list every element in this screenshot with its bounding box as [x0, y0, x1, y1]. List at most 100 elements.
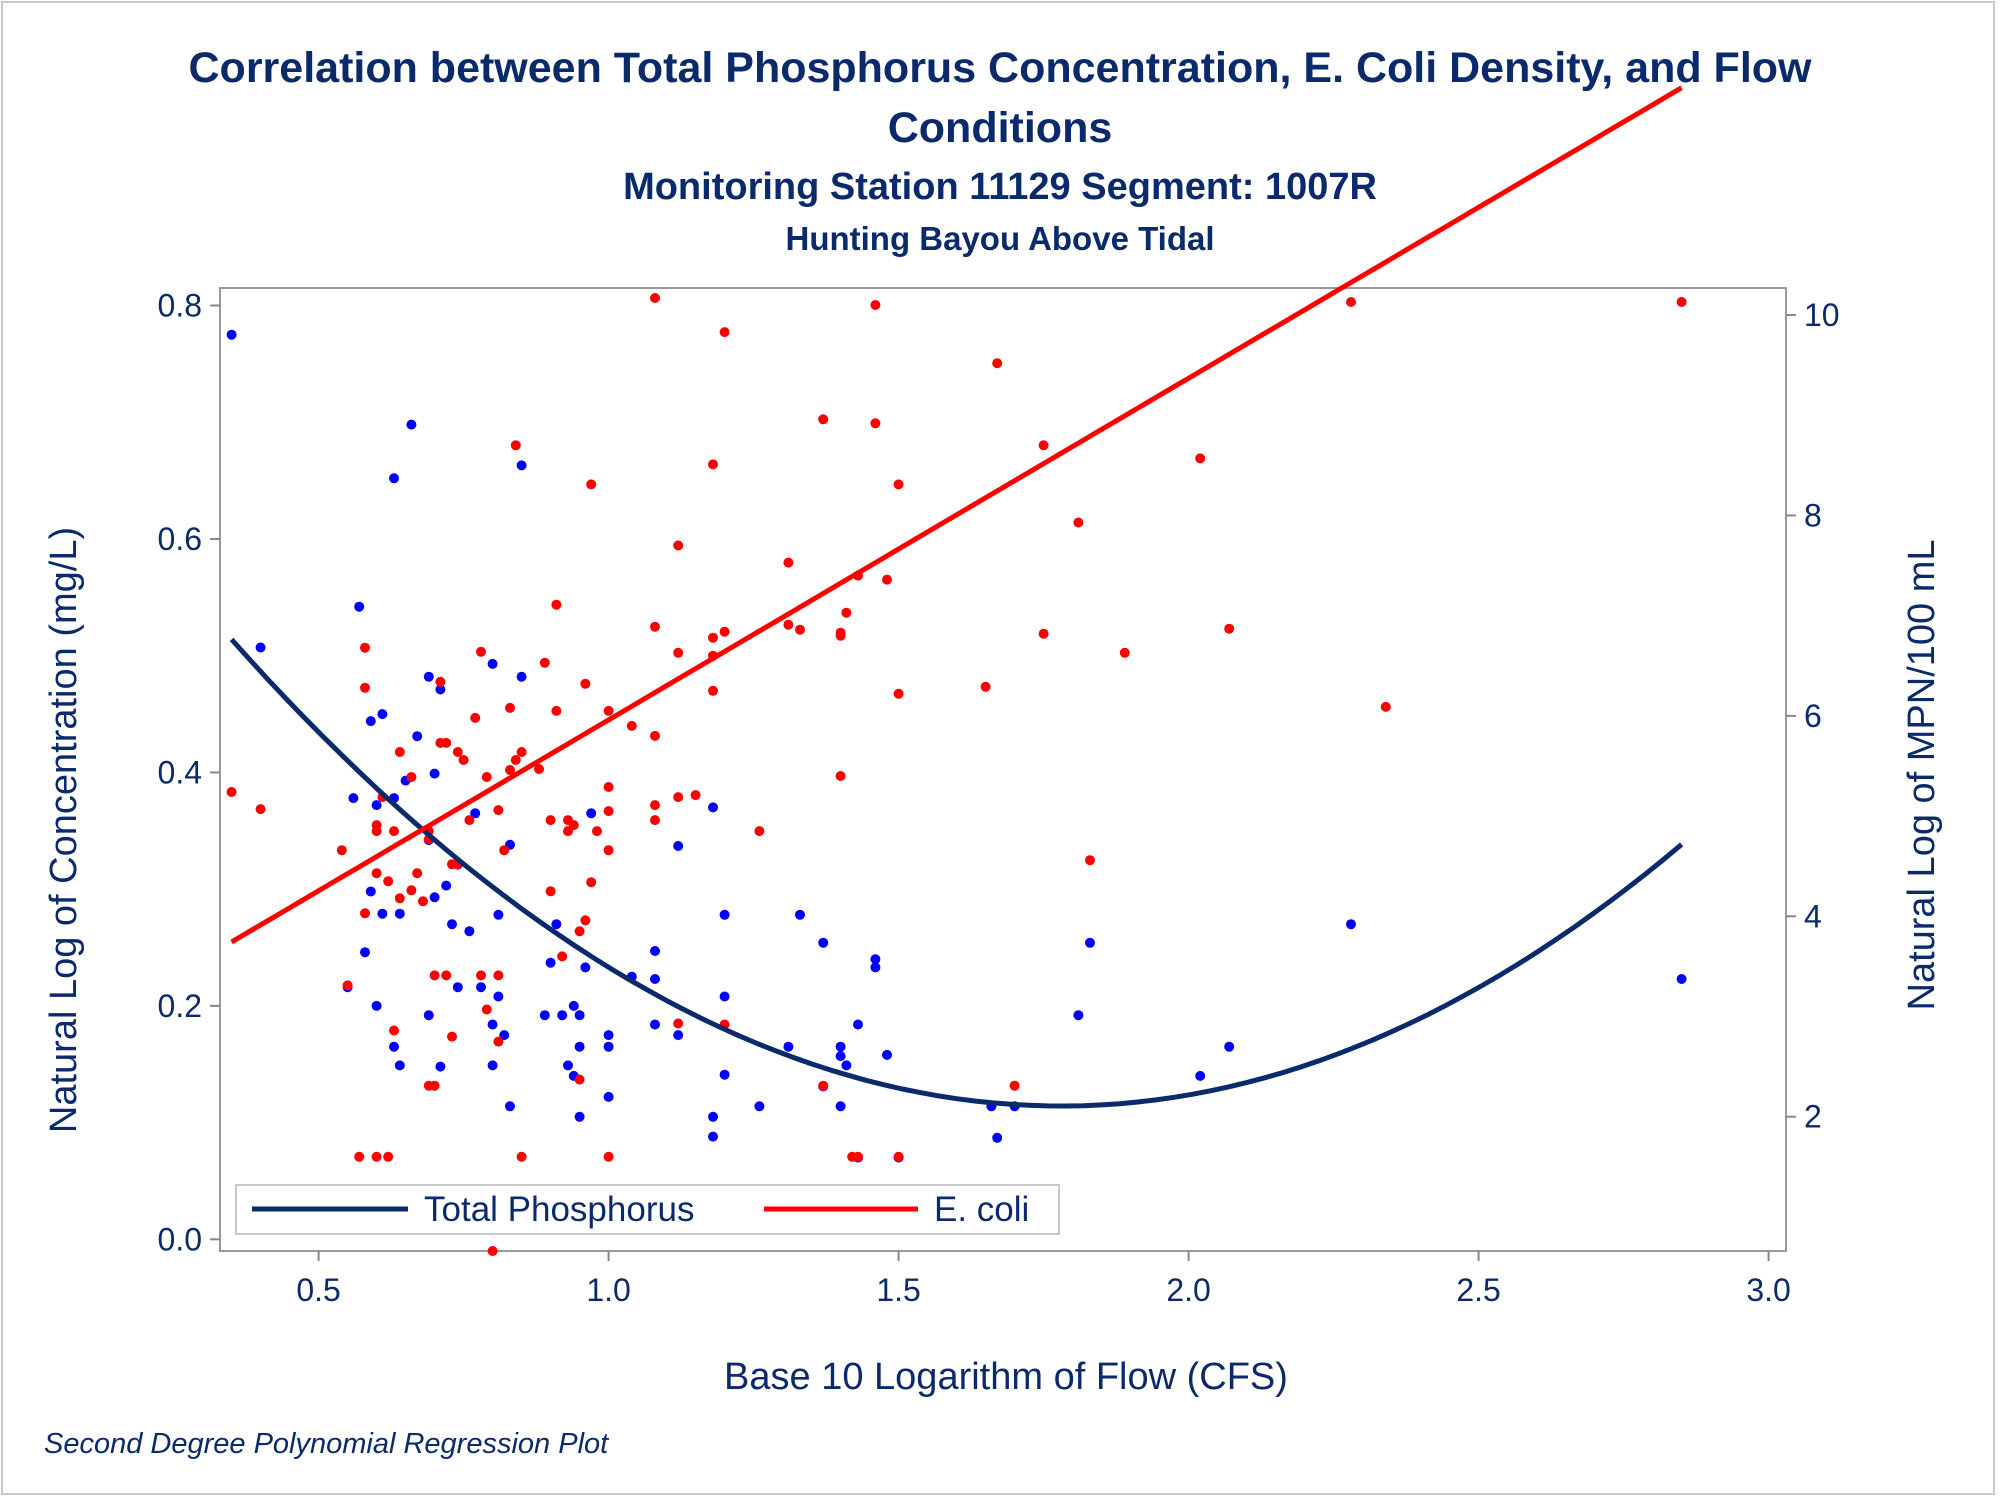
total-phosphorus-point	[603, 1041, 614, 1052]
e-coli-point	[255, 804, 266, 815]
e-coli-point	[429, 970, 440, 981]
e-coli-point	[487, 1246, 498, 1256]
e-coli-point	[603, 705, 614, 716]
total-phosphorus-point	[835, 1041, 846, 1052]
e-coli-point	[893, 479, 904, 490]
e-coli-point	[394, 893, 405, 904]
e-coli-point	[476, 646, 486, 657]
e-coli-point	[476, 970, 486, 981]
e-coli-point	[603, 806, 614, 817]
total-phosphorus-point	[1073, 1010, 1084, 1021]
total-phosphorus-point	[574, 1111, 585, 1122]
total-phosphorus-point	[563, 1060, 573, 1071]
e-coli-point	[1195, 453, 1206, 464]
e-coli-point	[360, 682, 370, 693]
total-phosphorus-point	[870, 962, 881, 973]
x-tick-label: 2.5	[1456, 1272, 1500, 1308]
e-coli-point	[673, 540, 684, 551]
e-coli-point	[516, 747, 527, 757]
total-phosphorus-point	[505, 1101, 515, 1112]
y-tick-label: 0.8	[158, 288, 202, 324]
total-phosphorus-point	[1676, 974, 1687, 984]
e-coli-point	[389, 1025, 399, 1036]
legend-label-total-phosphorus: Total Phosphorus	[424, 1190, 694, 1229]
e-coli-point	[464, 815, 475, 826]
e-coli-point	[980, 681, 991, 692]
e-coli-point	[505, 765, 515, 775]
e-coli-point	[882, 574, 892, 585]
total-phosphorus-point	[539, 1010, 550, 1021]
total-phosphorus-point	[516, 460, 527, 471]
e-coli-point	[719, 327, 730, 338]
y-axis-title: Natural Log of Concentration (mg/L)	[43, 527, 85, 1133]
y-tick-label: 0.0	[158, 1221, 202, 1257]
e-coli-point	[371, 1151, 382, 1162]
total-phosphorus-point	[452, 982, 463, 993]
total-phosphorus-point	[650, 1019, 660, 1030]
e-coli-point	[1119, 647, 1130, 658]
total-phosphorus-point	[487, 1019, 498, 1030]
e-coli-point	[1038, 628, 1049, 639]
y2-tick-label: 4	[1804, 898, 1822, 934]
e-coli-point	[383, 1151, 394, 1162]
e-coli-point	[499, 845, 510, 856]
total-phosphorus-point	[545, 957, 556, 968]
e-coli-point	[1073, 517, 1084, 528]
e-coli-point	[534, 764, 544, 774]
total-phosphorus-point	[377, 908, 388, 919]
x-tick-label: 2.0	[1166, 1272, 1210, 1308]
total-phosphorus-point	[574, 1010, 585, 1021]
chart-title-line2: Conditions	[887, 104, 1113, 152]
total-phosphorus-point	[464, 926, 475, 937]
plot-area-frame	[219, 287, 1787, 1252]
total-phosphorus-point	[754, 1101, 765, 1112]
total-phosphorus-point	[429, 768, 440, 779]
e-coli-point	[493, 970, 504, 981]
total-phosphorus-point	[365, 886, 376, 897]
e-coli-point	[783, 557, 794, 568]
total-phosphorus-point	[835, 1051, 846, 1062]
e-coli-point	[586, 479, 597, 490]
total-phosphorus-point	[568, 1000, 579, 1011]
e-coli-point	[708, 459, 718, 470]
e-coli-point	[708, 632, 718, 643]
e-coli-point	[539, 657, 550, 668]
total-phosphorus-point	[406, 419, 417, 430]
e-coli-point	[708, 685, 718, 696]
e-coli-point	[429, 1080, 440, 1091]
total-phosphorus-point	[1195, 1070, 1206, 1081]
e-coli-point	[481, 772, 492, 782]
e-coli-point	[603, 782, 614, 792]
e-coli-point	[389, 826, 399, 837]
total-phosphorus-point	[487, 658, 498, 669]
total-phosphorus-point	[719, 991, 730, 1002]
total-phosphorus-point	[371, 1000, 382, 1011]
e-coli-point	[551, 705, 562, 716]
total-phosphorus-point	[476, 982, 486, 993]
e-coli-point	[441, 970, 452, 981]
total-phosphorus-point	[499, 1030, 510, 1041]
legend: Total Phosphorus E. coli	[235, 1184, 1060, 1235]
e-coli-point	[1224, 623, 1235, 634]
total-phosphorus-point	[783, 1041, 794, 1052]
y2-axis-title: Natural Log of MPN/100 mL	[1901, 539, 1943, 1010]
e-coli-point	[1085, 855, 1095, 866]
chart-footnote: Second Degree Polynomial Regression Plot	[44, 1428, 609, 1460]
chart-subtitle: Monitoring Station 11129 Segment: 1007R	[623, 166, 1377, 208]
total-phosphorus-point	[429, 892, 440, 903]
y-tick-label: 0.6	[158, 521, 202, 557]
total-phosphorus-point	[708, 1131, 718, 1142]
total-phosphorus-point	[603, 1030, 614, 1041]
e-coli-point	[603, 845, 614, 856]
total-phosphorus-point	[255, 642, 266, 653]
total-phosphorus-point	[841, 1060, 852, 1071]
e-coli-point	[853, 1151, 863, 1162]
e-coli-point	[568, 820, 579, 831]
total-phosphorus-point	[882, 1049, 892, 1060]
e-coli-point	[650, 730, 660, 741]
total-phosphorus-point	[354, 601, 365, 612]
total-phosphorus-fit-line	[229, 637, 1684, 1109]
total-phosphorus-point	[435, 684, 446, 695]
e-coli-point	[650, 293, 660, 303]
y2-tick-label: 6	[1804, 698, 1822, 734]
